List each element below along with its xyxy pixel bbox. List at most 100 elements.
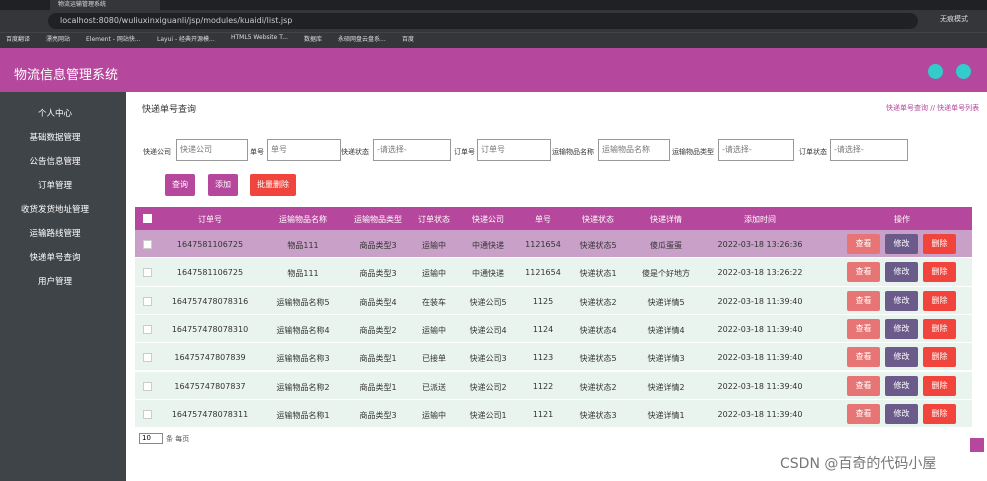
- search-input[interactable]: -请选择-: [830, 139, 908, 161]
- action-button[interactable]: 修改: [885, 262, 918, 283]
- search-input[interactable]: -请选择-: [718, 139, 794, 161]
- search-label: 订单状态: [799, 148, 827, 156]
- profile[interactable]: 无痕模式: [940, 15, 968, 23]
- bookmark[interactable]: Layui - 经典开源模...: [157, 36, 215, 43]
- table-row: [135, 399, 972, 429]
- menu-item[interactable]: 订单管理: [37, 181, 72, 191]
- bookmark[interactable]: 永硕网盘云盘系...: [338, 36, 386, 43]
- table-header: 运输物品名称: [279, 215, 327, 224]
- table-cell: 运输中: [422, 410, 446, 420]
- checkbox[interactable]: [143, 353, 152, 363]
- bookmark[interactable]: Element - 网站快...: [86, 36, 141, 43]
- table-cell: 快递详情5: [647, 297, 685, 307]
- action-button[interactable]: 查看: [847, 347, 880, 368]
- search-input[interactable]: 单号: [267, 139, 341, 161]
- table-cell: 快递状态3: [579, 410, 617, 420]
- search-input[interactable]: 快递公司: [176, 139, 248, 161]
- table-cell: 物品111: [287, 269, 319, 279]
- table-cell: 1124: [532, 324, 554, 334]
- search-input[interactable]: 运输物品名称: [598, 139, 670, 161]
- action-button[interactable]: 修改: [885, 318, 918, 339]
- search-button[interactable]: 查询: [165, 174, 195, 196]
- table-header: 快递详情: [650, 215, 682, 224]
- menu-item[interactable]: 快递单号查询: [29, 253, 81, 263]
- action-button[interactable]: 修改: [885, 290, 918, 311]
- search-button[interactable]: 批量删除: [250, 174, 296, 196]
- crumb[interactable]: 快递单号查询: [886, 104, 928, 112]
- page-title: 快递单号查询: [142, 105, 197, 115]
- action-button[interactable]: 修改: [885, 347, 918, 368]
- action-button[interactable]: 删除: [923, 318, 956, 339]
- table-cell: 运输物品名称5: [276, 297, 330, 307]
- table-cell: 2022-03-18 11:39:40: [717, 296, 803, 306]
- action-button[interactable]: 查看: [847, 318, 880, 339]
- menu-item[interactable]: 基础数据管理: [29, 133, 81, 143]
- table-cell: 2022-03-18 13:26:22: [717, 268, 803, 278]
- bookmark[interactable]: 漂亮网站: [46, 36, 71, 43]
- app-header: [0, 48, 987, 92]
- action-button[interactable]: 查看: [847, 262, 880, 283]
- user-icon[interactable]: [956, 64, 971, 79]
- tab[interactable]: 物流运输管理系统: [50, 0, 160, 10]
- checkbox[interactable]: [143, 324, 152, 334]
- table-cell: 运输中: [422, 241, 446, 250]
- action-button[interactable]: 查看: [847, 403, 880, 424]
- bookmarks-bar: [0, 32, 987, 48]
- url-bar[interactable]: localhost:8080/wuliuxinxiguanli/jsp/modu…: [48, 13, 918, 29]
- table-header: 操作: [894, 215, 910, 224]
- action-button[interactable]: 删除: [923, 403, 956, 424]
- table-cell: 1121: [532, 409, 554, 419]
- action-button[interactable]: 查看: [847, 290, 880, 311]
- action-button[interactable]: 查看: [847, 234, 880, 254]
- action-button[interactable]: 修改: [885, 375, 918, 396]
- action-button[interactable]: 删除: [923, 234, 956, 254]
- menu-item[interactable]: 收货发货地址管理: [20, 205, 89, 215]
- table-row: [135, 343, 972, 372]
- bookmark[interactable]: 百度: [402, 36, 415, 43]
- search-label: 订单号: [454, 148, 475, 156]
- action-button[interactable]: 删除: [923, 347, 956, 368]
- menu-item[interactable]: 个人中心: [37, 109, 72, 119]
- checkbox[interactable]: [143, 381, 152, 391]
- table-header: 快递状态: [582, 215, 614, 224]
- menu-item[interactable]: 用户管理: [37, 277, 72, 287]
- bookmark[interactable]: 数据库: [304, 36, 323, 43]
- action-button[interactable]: 删除: [923, 262, 956, 283]
- checkbox[interactable]: [143, 409, 152, 419]
- table-row: [135, 371, 972, 400]
- table-cell: 傻是个好地方: [642, 269, 690, 279]
- scroll-top[interactable]: [970, 438, 984, 452]
- checkbox[interactable]: [143, 296, 152, 306]
- action-button[interactable]: 查看: [847, 375, 880, 396]
- table-cell: 2022-03-18 11:39:40: [717, 353, 803, 363]
- crumb: 快递单号列表: [937, 104, 980, 112]
- bookmark[interactable]: 百度翻译: [6, 36, 31, 43]
- search-button[interactable]: 添加: [208, 174, 238, 196]
- action-button[interactable]: 修改: [885, 403, 918, 424]
- search-input[interactable]: -请选择-: [373, 139, 451, 161]
- table-cell: 164757478078316: [171, 296, 249, 306]
- table-cell: 快递详情4: [647, 325, 685, 335]
- tab-strip: [0, 0, 987, 10]
- action-button[interactable]: 删除: [923, 290, 956, 311]
- table-cell: 1647581106725: [176, 240, 244, 249]
- page-size-select[interactable]: 10: [139, 433, 163, 445]
- table-cell: 164757478078311: [171, 409, 249, 419]
- bookmark[interactable]: HTML5 Website T...: [231, 34, 288, 41]
- menu-item[interactable]: 运输路线管理: [29, 229, 81, 239]
- table-cell: 1125: [532, 296, 554, 306]
- action-button[interactable]: 修改: [885, 234, 918, 254]
- table-row: [135, 314, 972, 344]
- checkbox[interactable]: [143, 214, 152, 223]
- table-cell: 运输物品名称2: [276, 382, 330, 392]
- checkbox[interactable]: [143, 240, 152, 249]
- menu-item[interactable]: 公告信息管理: [29, 157, 81, 167]
- table-cell: 16475747807837: [174, 381, 246, 391]
- table-cell: 1121654: [525, 240, 561, 249]
- table-cell: 快递公司2: [469, 382, 507, 392]
- checkbox[interactable]: [143, 268, 152, 278]
- table-cell: 2022-03-18 13:26:36: [717, 240, 803, 249]
- search-input[interactable]: 订单号: [477, 139, 551, 161]
- fullscreen-icon[interactable]: [928, 64, 943, 79]
- action-button[interactable]: 删除: [923, 375, 956, 396]
